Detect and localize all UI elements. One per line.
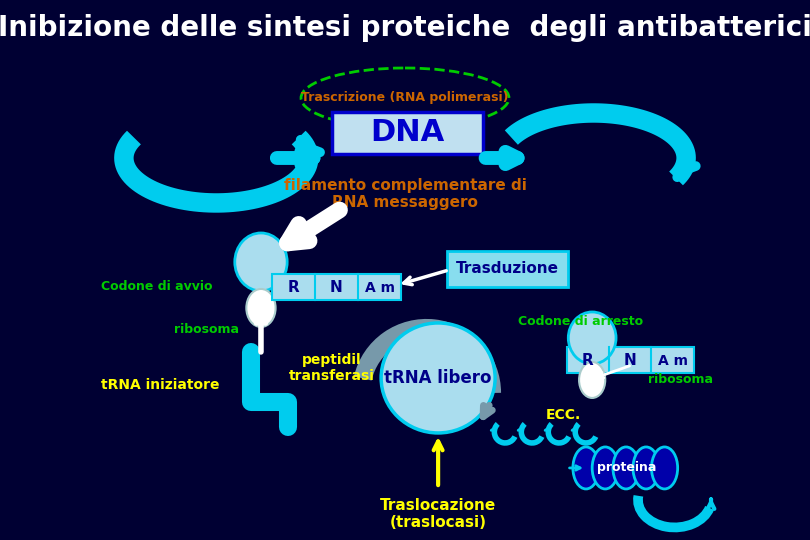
Text: A m: A m	[658, 354, 688, 368]
Text: ribosoma: ribosoma	[648, 373, 713, 386]
Text: Traslocazione
(traslocasi): Traslocazione (traslocasi)	[380, 498, 497, 530]
Text: ECC.: ECC.	[546, 408, 582, 422]
FancyBboxPatch shape	[332, 112, 483, 154]
FancyBboxPatch shape	[567, 347, 694, 373]
Text: ribosoma: ribosoma	[174, 323, 240, 336]
Text: R: R	[582, 354, 594, 368]
FancyBboxPatch shape	[271, 274, 401, 300]
Text: N: N	[624, 354, 637, 368]
Text: Trasduzione: Trasduzione	[456, 261, 559, 276]
Text: tRNA libero: tRNA libero	[385, 369, 492, 387]
Ellipse shape	[246, 289, 275, 327]
Ellipse shape	[382, 323, 495, 433]
Ellipse shape	[592, 447, 618, 489]
Text: filamento complementare di
RNA messaggero: filamento complementare di RNA messagger…	[284, 178, 526, 211]
Text: peptidil
transferasi: peptidil transferasi	[289, 353, 375, 383]
Text: Codone di arresto: Codone di arresto	[518, 315, 643, 328]
Ellipse shape	[579, 362, 605, 398]
Ellipse shape	[633, 447, 659, 489]
Ellipse shape	[613, 447, 639, 489]
Text: Codone di avvio: Codone di avvio	[100, 280, 212, 293]
FancyBboxPatch shape	[447, 251, 568, 287]
Text: proteina: proteina	[597, 462, 657, 475]
Ellipse shape	[235, 233, 288, 291]
Text: Trascrizione (RNA polimerasi): Trascrizione (RNA polimerasi)	[301, 91, 509, 104]
Text: N: N	[330, 280, 343, 295]
Text: A m: A m	[364, 281, 394, 295]
Text: R: R	[288, 280, 299, 295]
Text: Inibizione delle sintesi proteiche  degli antibatterici: Inibizione delle sintesi proteiche degli…	[0, 14, 810, 42]
Text: DNA: DNA	[370, 118, 445, 147]
Ellipse shape	[573, 447, 599, 489]
Ellipse shape	[651, 447, 678, 489]
Text: tRNA iniziatore: tRNA iniziatore	[100, 378, 220, 392]
Ellipse shape	[569, 312, 616, 364]
